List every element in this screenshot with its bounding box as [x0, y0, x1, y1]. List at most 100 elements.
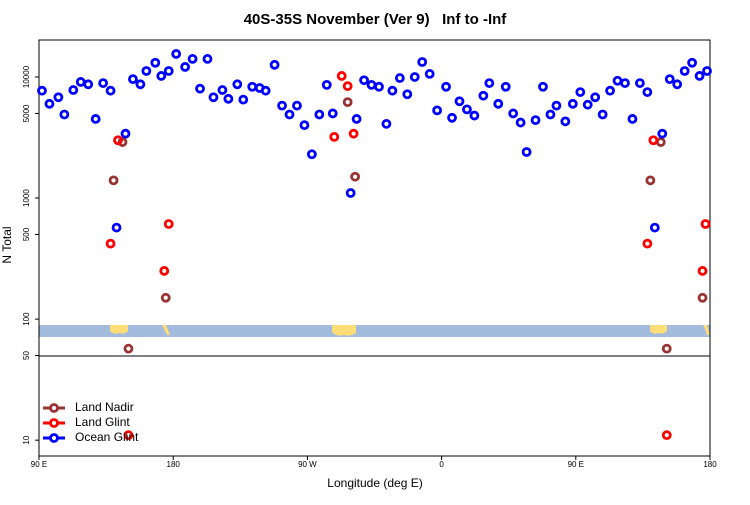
point [269, 59, 280, 70]
point [329, 131, 340, 142]
point [159, 266, 170, 276]
map-strip [39, 325, 710, 337]
x-tick-label: 180 [167, 460, 181, 469]
point [284, 109, 295, 120]
y-tick-label: 100 [22, 312, 31, 326]
x-tick-label: 90 W [298, 460, 317, 469]
point [515, 117, 526, 128]
point [627, 114, 638, 124]
point [113, 135, 123, 146]
point [53, 92, 64, 103]
point [462, 104, 472, 115]
point [163, 66, 174, 76]
point [351, 114, 362, 124]
point [424, 69, 435, 79]
point [381, 118, 392, 129]
x-tick-label: 180 [703, 460, 717, 469]
point [345, 188, 356, 198]
point [538, 81, 548, 92]
point [590, 92, 601, 103]
point [180, 62, 191, 72]
point [508, 108, 519, 119]
point [560, 116, 571, 127]
point [493, 98, 504, 109]
point [195, 83, 205, 94]
y-tick-label: 5000 [22, 104, 31, 122]
point [150, 57, 161, 68]
legend-marker [49, 403, 59, 413]
point [277, 100, 287, 111]
point [90, 114, 101, 124]
point [545, 109, 556, 120]
point [620, 78, 630, 88]
legend-marker [49, 418, 59, 428]
point [700, 219, 711, 229]
point [128, 74, 138, 85]
point [687, 57, 698, 68]
legend-label: Land Glint [75, 415, 130, 429]
point [657, 128, 668, 139]
point [232, 79, 243, 90]
point [661, 343, 672, 354]
point [694, 71, 705, 81]
point [672, 79, 683, 90]
point [299, 120, 310, 131]
point [292, 100, 302, 111]
point [454, 96, 465, 107]
point [661, 430, 672, 441]
point [402, 89, 413, 100]
legend-marker [49, 433, 59, 443]
point [105, 85, 116, 96]
point [484, 78, 495, 88]
point [156, 71, 167, 81]
y-axis-label: N Total [0, 226, 14, 263]
point [664, 74, 675, 85]
point [163, 219, 174, 229]
point [374, 81, 384, 92]
point [432, 105, 443, 116]
point [567, 98, 578, 109]
point [83, 79, 94, 90]
y-tick-label: 10000 [22, 65, 31, 88]
point [123, 343, 134, 354]
point [44, 98, 55, 109]
x-tick-label: 0 [439, 460, 444, 469]
land [703, 325, 710, 335]
point [409, 72, 420, 82]
point [530, 115, 541, 126]
point [327, 108, 338, 119]
x-tick-label: 90 E [31, 460, 47, 469]
land [162, 325, 170, 335]
point [217, 85, 228, 95]
point [679, 66, 690, 76]
point [306, 149, 317, 160]
ocean-strip [39, 325, 710, 337]
point [441, 81, 451, 92]
point [348, 128, 359, 139]
point [697, 266, 708, 276]
x-tick-label: 90 E [568, 460, 584, 469]
land [110, 325, 128, 334]
point [642, 238, 653, 249]
point [135, 79, 146, 90]
point [160, 292, 171, 303]
point [551, 100, 562, 111]
land [650, 325, 667, 334]
x-axis-label: Longitude (deg E) [327, 476, 422, 490]
point [187, 54, 198, 64]
point [645, 175, 656, 186]
point [469, 110, 480, 121]
land [332, 325, 356, 336]
legend-label: Ocean Glint [75, 430, 139, 444]
point [171, 49, 182, 59]
point [223, 93, 234, 104]
point [98, 78, 109, 88]
point [342, 81, 353, 92]
y-tick-label: 500 [22, 227, 31, 241]
point [597, 109, 608, 120]
point [105, 238, 116, 249]
point [68, 85, 79, 95]
point [123, 430, 134, 441]
point [111, 222, 122, 233]
